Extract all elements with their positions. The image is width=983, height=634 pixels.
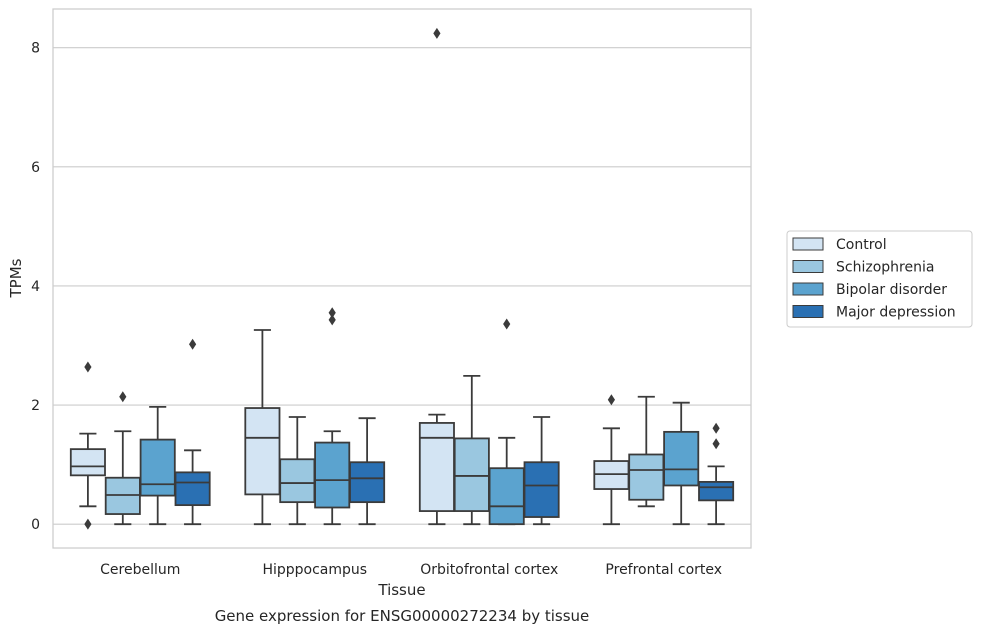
box-3-0: [593, 394, 630, 526]
box-body: [663, 430, 700, 487]
y-axis-label: TPMs: [7, 258, 25, 298]
y-tick-label: 8: [31, 41, 40, 57]
x-tick-labels: Cerebellum Hipppocampus Orbitofrontal cort…: [100, 562, 722, 578]
box-body: [349, 461, 386, 504]
x-tick-label: Hipppocampus: [262, 562, 367, 578]
box-body: [698, 480, 735, 502]
box-2-3: [523, 416, 560, 526]
box-1-0: [244, 329, 281, 526]
legend-label: Bipolar disorder: [836, 282, 947, 298]
box-body: [279, 458, 316, 504]
figure-caption: Gene expression for ENSG00000272234 by t…: [215, 607, 590, 625]
box-body: [628, 453, 665, 501]
box-0-0: [69, 361, 106, 530]
legend-swatch: [792, 305, 824, 318]
y-tick-label: 2: [31, 398, 40, 414]
outlier-point: [328, 314, 336, 326]
box-body: [244, 407, 281, 496]
outlier-point: [503, 318, 511, 330]
y-tick-label: 4: [31, 279, 40, 295]
outlier-point: [328, 307, 336, 319]
y-tick-labels: 0 2 4 6 8: [31, 41, 40, 533]
x-axis-label: Tissue: [377, 581, 425, 599]
legend-label: Schizophrenia: [836, 260, 934, 276]
outlier-point: [712, 438, 720, 450]
box-0-2: [139, 405, 176, 526]
box-1-2: [314, 307, 351, 526]
legend: Control Schizophrenia Bipolar disorder Majo…: [786, 230, 973, 328]
outlier-point: [607, 394, 615, 406]
box-body: [418, 422, 455, 512]
box-body: [314, 441, 351, 509]
box-body: [523, 461, 560, 518]
legend-frame: [786, 230, 973, 328]
box-0-3: [174, 338, 211, 526]
box-series: [69, 27, 735, 530]
outlier-point: [119, 391, 127, 403]
outlier-point: [433, 27, 441, 39]
box-body: [69, 448, 106, 477]
outlier-point: [189, 338, 197, 350]
box-1-3: [349, 417, 386, 526]
outlier-point: [84, 361, 92, 373]
legend-label: Control: [836, 237, 887, 253]
outlier-point: [84, 518, 92, 530]
x-tick-label: Cerebellum: [100, 562, 180, 578]
legend-label: Major depression: [836, 305, 956, 321]
box-body: [174, 471, 211, 507]
box-3-3: [698, 422, 735, 526]
legend-swatch: [792, 282, 824, 296]
outlier-point: [712, 422, 720, 434]
x-tick-label: Prefrontal cortex: [605, 562, 722, 578]
legend-swatch: [792, 260, 824, 273]
box-body: [453, 437, 490, 512]
box-3-1: [628, 395, 665, 508]
box-body: [139, 438, 176, 497]
box-2-2: [488, 318, 525, 526]
box-0-1: [104, 391, 141, 526]
x-tick-label: Orbitofrontal cortex: [420, 562, 558, 578]
box-1-1: [279, 416, 316, 526]
box-body: [488, 467, 525, 526]
legend-swatch: [792, 237, 824, 251]
y-tick-label: 0: [31, 517, 40, 533]
box-3-2: [663, 401, 700, 526]
gridlines: [53, 47, 751, 525]
y-tick-label: 6: [31, 160, 40, 176]
